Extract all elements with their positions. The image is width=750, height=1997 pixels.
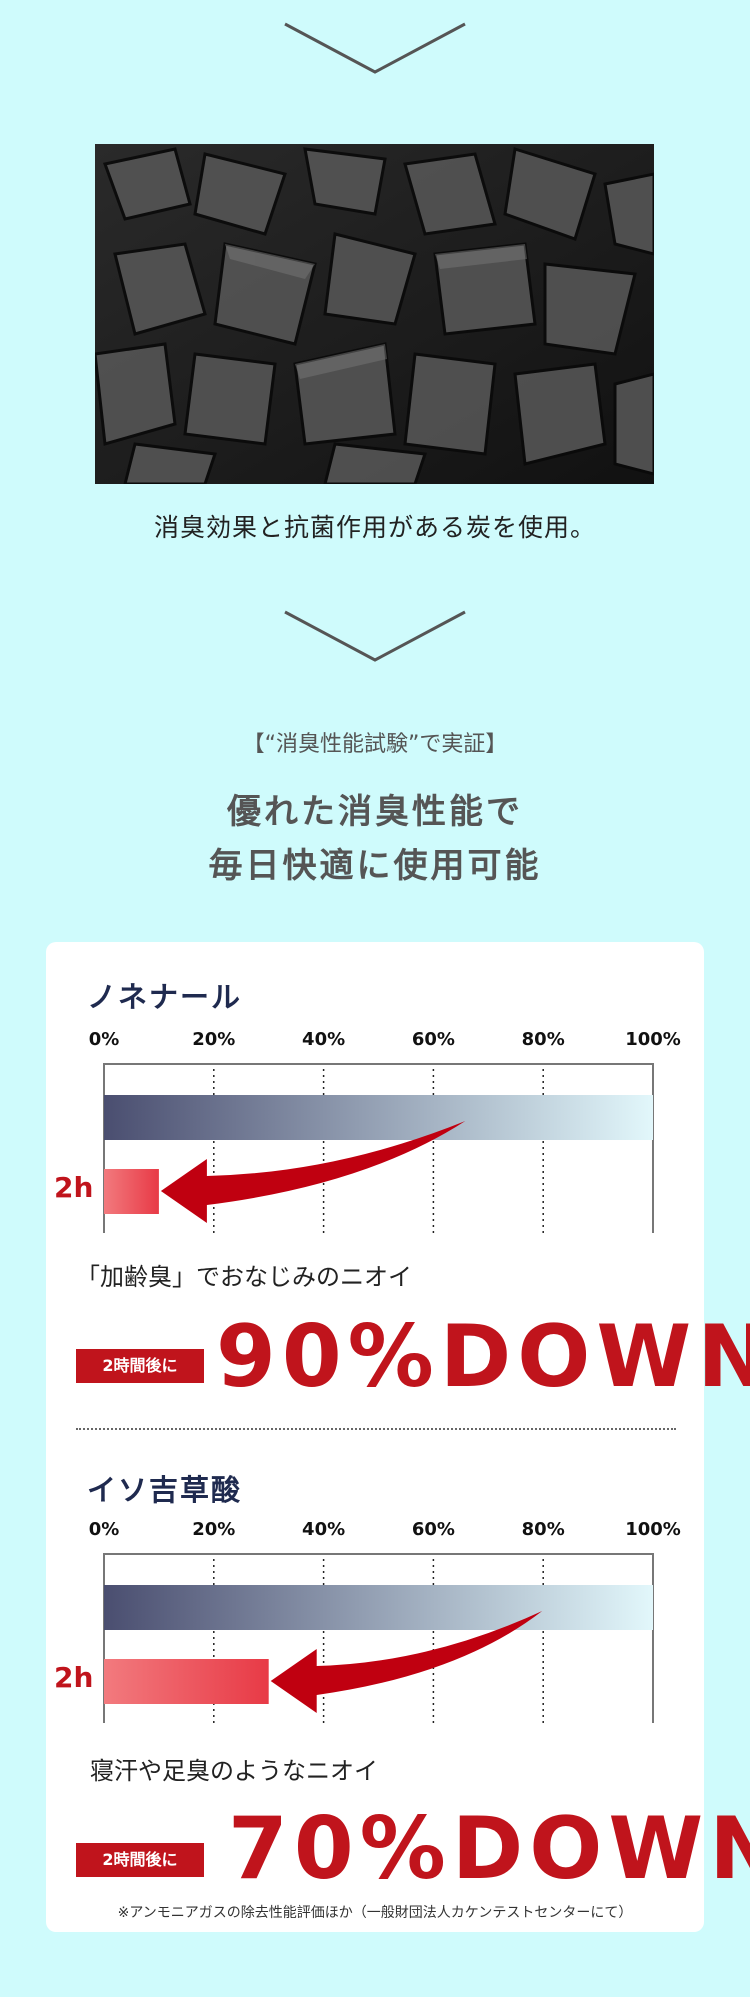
proof-heading-line1: 優れた消臭性能で — [227, 792, 523, 832]
after-bar — [104, 1659, 269, 1704]
time-badge: 2時間後に — [76, 1349, 204, 1383]
bar-chart: 0% 20% 40% 60% 80% 100% 2h — [54, 1519, 681, 1723]
charcoal-photo — [95, 144, 654, 484]
test-title: ノネナール — [87, 980, 243, 1014]
tick-label: 20% — [192, 1519, 236, 1540]
after-label: 2h — [54, 1661, 94, 1694]
chevron-down-icon — [284, 610, 466, 662]
test-title: イソ吉草酸 — [87, 1473, 243, 1507]
chevron-down-icon — [284, 22, 466, 74]
intro-caption: 消臭効果と抗菌作用がある炭を使用。 — [153, 513, 596, 542]
tick-label: 0% — [88, 1519, 120, 1540]
time-badge: 2時間後に — [76, 1843, 204, 1877]
tick-label: 60% — [411, 1029, 455, 1050]
tick-label: 0% — [88, 1029, 120, 1050]
before-bar — [104, 1095, 653, 1140]
arrow-icon — [160, 1121, 466, 1223]
tick-label: 100% — [625, 1029, 681, 1050]
before-bar — [104, 1585, 653, 1630]
divider — [76, 1428, 676, 1430]
tick-label: 40% — [302, 1519, 346, 1540]
bar-chart: 0% 20% 40% 60% 80% 100% 2h — [54, 1029, 681, 1233]
after-bar — [104, 1169, 159, 1214]
proof-heading-line2: 毎日快適に使用可能 — [208, 846, 542, 886]
result-text: 70%DOWN — [228, 1799, 750, 1899]
axis-frame — [103, 1063, 654, 1233]
tick-label: 100% — [625, 1519, 681, 1540]
tick-label: 20% — [192, 1029, 236, 1050]
footnote: ※アンモニアガスの除去性能評価ほか（一般財団法人カケンテストセンターにて） — [117, 1905, 633, 1921]
arrow-icon — [270, 1611, 543, 1713]
axis-frame — [103, 1553, 654, 1723]
test-description: 寝汗や足臭のようなニオイ — [90, 1757, 378, 1785]
after-label: 2h — [54, 1171, 94, 1204]
test-description: 「加齢臭」でおなじみのニオイ — [76, 1263, 412, 1291]
tick-label: 80% — [521, 1029, 565, 1050]
tick-label: 60% — [411, 1519, 455, 1540]
result-text: 90%DOWN — [216, 1307, 750, 1407]
proof-subtitle: 【“消臭性能試験”で実証】 — [242, 732, 508, 757]
tick-label: 40% — [302, 1029, 346, 1050]
tick-label: 80% — [521, 1519, 565, 1540]
